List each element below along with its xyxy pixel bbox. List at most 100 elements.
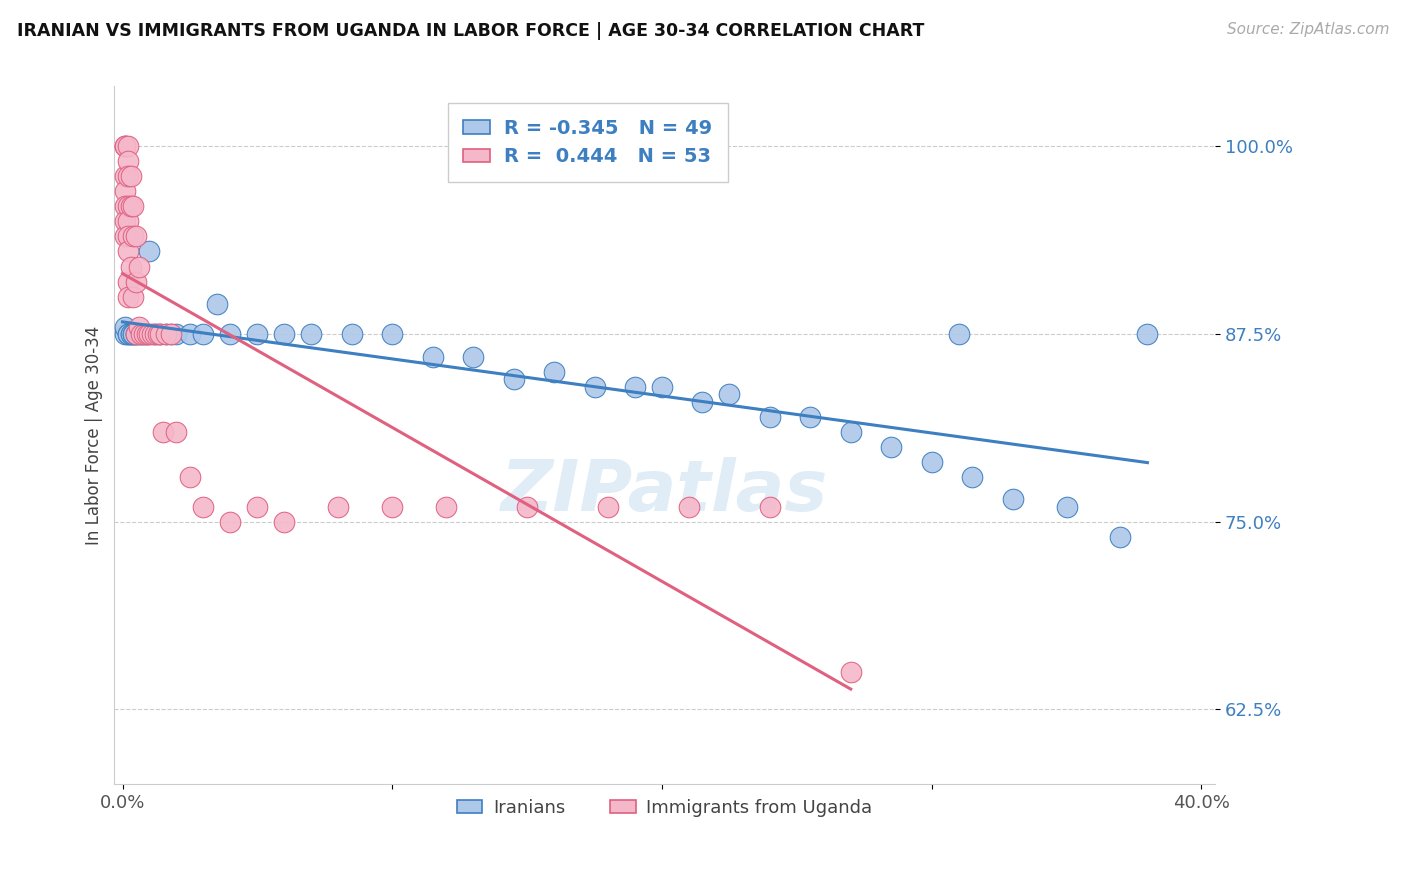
Point [179, 327, 201, 342]
Point [146, 327, 169, 342]
Point [205, 297, 228, 311]
Point [921, 455, 943, 469]
Point [799, 409, 821, 424]
Point [143, 327, 166, 342]
Point [117, 327, 139, 342]
Point [114, 139, 136, 153]
Point [839, 425, 862, 439]
Point [128, 319, 150, 334]
Point [948, 327, 970, 342]
Point [117, 214, 139, 228]
Point [125, 327, 148, 342]
Point [596, 500, 619, 514]
Text: IRANIAN VS IMMIGRANTS FROM UGANDA IN LABOR FORCE | AGE 30-34 CORRELATION CHART: IRANIAN VS IMMIGRANTS FROM UGANDA IN LAB… [17, 22, 924, 40]
Point [692, 394, 714, 409]
Point [120, 327, 142, 342]
Point [132, 327, 155, 342]
Point [143, 327, 166, 342]
Point [128, 327, 150, 342]
Point [117, 199, 139, 213]
Point [125, 327, 148, 342]
Point [624, 379, 647, 393]
Point [117, 169, 139, 184]
Point [1056, 500, 1078, 514]
Point [960, 469, 983, 483]
Point [117, 139, 139, 153]
Point [120, 260, 142, 274]
Point [117, 244, 139, 259]
Point [120, 327, 142, 342]
Point [132, 327, 155, 342]
Point [193, 327, 215, 342]
Point [1109, 530, 1132, 544]
Point [131, 327, 153, 342]
Point [583, 379, 606, 393]
Point [718, 387, 741, 401]
Point [516, 500, 538, 514]
Point [328, 500, 350, 514]
Point [114, 199, 136, 213]
Point [759, 409, 782, 424]
Point [381, 500, 404, 514]
Point [125, 229, 148, 244]
Point [165, 327, 187, 342]
Point [117, 289, 139, 303]
Point [1001, 492, 1024, 507]
Point [138, 327, 160, 342]
Point [678, 500, 700, 514]
Point [114, 214, 136, 228]
Point [340, 327, 363, 342]
Text: Source: ZipAtlas.com: Source: ZipAtlas.com [1226, 22, 1389, 37]
Point [117, 275, 139, 289]
Point [179, 469, 201, 483]
Point [135, 327, 157, 342]
Point [122, 229, 145, 244]
Point [114, 139, 136, 153]
Point [273, 327, 295, 342]
Point [273, 515, 295, 529]
Point [434, 500, 457, 514]
Point [160, 327, 183, 342]
Point [219, 515, 242, 529]
Point [125, 327, 148, 342]
Point [141, 327, 163, 342]
Point [122, 327, 145, 342]
Point [152, 425, 174, 439]
Point [131, 327, 153, 342]
Point [114, 169, 136, 184]
Point [114, 229, 136, 244]
Legend: Iranians, Immigrants from Uganda: Iranians, Immigrants from Uganda [450, 792, 880, 824]
Point [839, 665, 862, 679]
Point [117, 229, 139, 244]
Point [219, 327, 242, 342]
Point [114, 327, 136, 342]
Point [114, 139, 136, 153]
Point [160, 327, 183, 342]
Point [120, 199, 142, 213]
Point [246, 327, 269, 342]
Point [1136, 327, 1159, 342]
Point [117, 327, 139, 342]
Point [759, 500, 782, 514]
Point [138, 244, 160, 259]
Text: ZIPatlas: ZIPatlas [501, 457, 828, 525]
Point [122, 327, 145, 342]
Point [128, 260, 150, 274]
Point [463, 350, 485, 364]
Point [165, 425, 187, 439]
Point [149, 327, 172, 342]
Y-axis label: In Labor Force | Age 30-34: In Labor Force | Age 30-34 [86, 326, 103, 545]
Point [114, 319, 136, 334]
Point [125, 275, 148, 289]
Point [299, 327, 322, 342]
Point [422, 350, 444, 364]
Point [381, 327, 404, 342]
Point [120, 169, 142, 184]
Point [149, 327, 172, 342]
Point [246, 500, 269, 514]
Point [502, 372, 524, 386]
Point [155, 327, 177, 342]
Point [122, 199, 145, 213]
Point [114, 185, 136, 199]
Point [135, 327, 157, 342]
